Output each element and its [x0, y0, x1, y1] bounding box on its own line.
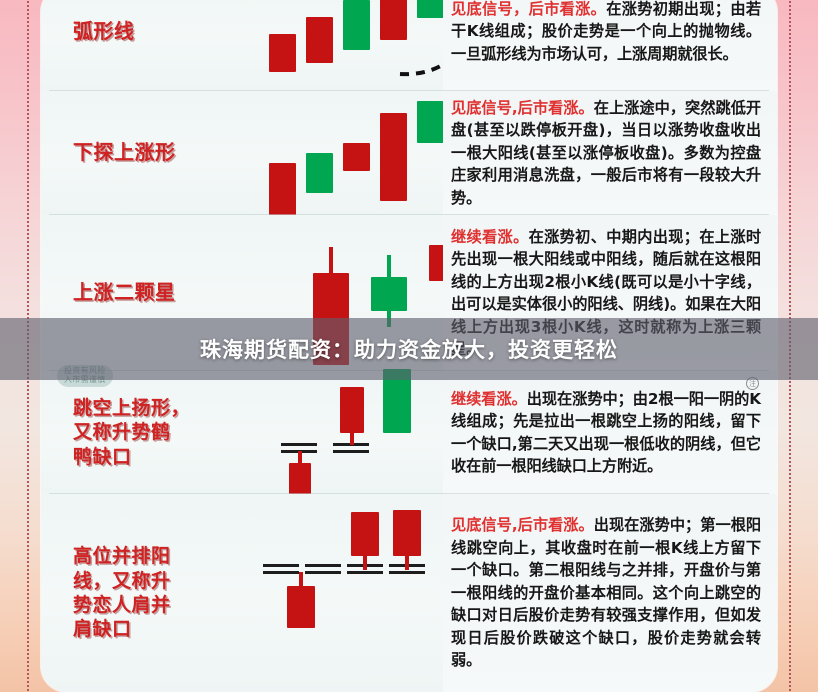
text-column-gap-up-rising: 注 继续看涨。出现在涨势中；由2根一阳一阴的K线组成；先是拉出一根跳空上扬的阳线…: [443, 371, 777, 494]
pattern-label-gap-up-rising: 跳空上扬形， 又称升势鹤 鸭缺口: [73, 397, 191, 468]
description-body: 在上涨途中，突然跳低开盘(甚至以跌停板开盘)，当日以涨势收盘收出一根大阳线(甚至…: [451, 98, 761, 207]
pattern-description-high-side-by-side: 见底信号,后市看涨。出现在涨势中；第一根阳线跳空向上，其收盘时在前一根K线上方留…: [451, 514, 761, 672]
candle-down-gap: [340, 387, 364, 445]
label-column: 下探上涨形: [41, 91, 261, 215]
pattern-row-high-side-by-side: 高位并排阳 线，又称升 势恋人肩并 肩缺口: [41, 494, 777, 692]
candlestick-chart-gap-up-rising: [261, 369, 443, 503]
candle-down: [306, 17, 333, 63]
description-highlight: 见底信号,后市看涨。: [451, 516, 594, 535]
candle-up: [417, 101, 444, 143]
chart-column-gap-up-rising: [261, 369, 443, 503]
pattern-description-arc-line: 见底信号，后市看涨。在涨势初期出现；由若干K线组成；股价走势是一个向上的抛物线。…: [451, 0, 761, 65]
text-column-dip-then-rise: 见底信号,后市看涨。在上涨途中，突然跳低开盘(甚至以跌停板开盘)，当日以涨势收盘…: [443, 91, 777, 215]
label-column: 高位并排阳 线，又称升 势恋人肩并 肩缺口: [41, 494, 261, 692]
candle-up: [417, 0, 444, 18]
pattern-row-gap-up-rising: 投资有风险 入市需谨慎 跳空上扬形， 又称升势鹤 鸭缺口: [41, 365, 777, 503]
candle-down-gap: [351, 512, 379, 570]
pattern-label-arc-line: 弧形线: [73, 18, 135, 43]
description-highlight: 见底信号，后市看涨。: [451, 0, 607, 18]
candle-up-star: [371, 255, 407, 335]
pattern-label-high-side-by-side: 高位并排阳 线，又称升 势恋人肩并 肩缺口: [73, 545, 171, 641]
label-column: 投资有风险 入市需谨慎 跳空上扬形， 又称升势鹤 鸭缺口: [41, 365, 261, 494]
description-body: 出现在涨势中；第一根阳线跳空向上，其收盘时在前一根K线上方留下一个缺口。第二根阳…: [451, 516, 761, 670]
chart-column-arc-line: [261, 0, 482, 91]
candle-down-gap: [393, 510, 421, 570]
candle-up: [306, 153, 333, 193]
doji-bar: [263, 564, 299, 574]
chart-column-high-side-by-side: [261, 494, 443, 692]
promo-overlay-banner: 珠海期货配资：助力资金放大，投资更轻松: [0, 318, 818, 380]
chart-column-dip-then-rise: [261, 91, 481, 225]
description-body: 在涨势初期出现；由若干K线组成；股价走势是一个向上的抛物线。一旦弧形线为市场认可…: [451, 0, 761, 63]
label-column: 上涨二颗星: [41, 215, 261, 371]
candlestick-chart-arc-line: [261, 0, 482, 91]
candle-down: [269, 34, 296, 72]
description-highlight: 继续看涨。: [451, 227, 529, 246]
pattern-label-rising-two-stars: 上涨二颗星: [73, 280, 176, 305]
pattern-description-dip-then-rise: 见底信号,后市看涨。在上涨途中，突然跳低开盘(甚至以跌停板开盘)，当日以涨势收盘…: [451, 97, 761, 210]
candlestick-chart-high-side-by-side: [261, 494, 443, 692]
candle-down: [380, 0, 407, 40]
pattern-label-dip-then-rise: 下探上涨形: [73, 140, 176, 165]
candle-up: [343, 0, 370, 50]
candle-down: [287, 572, 315, 628]
promo-banner-text: 珠海期货配资：助力资金放大，投资更轻松: [200, 338, 618, 362]
candle-down: [343, 143, 370, 171]
pattern-row-dip-then-rise: 下探上涨形 见底信号,后市看涨。在上涨途中，突然跳低开盘(甚至以跌停板开盘)，当…: [41, 91, 777, 225]
candle-down: [380, 113, 407, 201]
description-highlight: 继续看涨。: [451, 389, 527, 408]
description-highlight: 见底信号,后市看涨。: [451, 98, 594, 117]
pattern-description-gap-up-rising: 继续看涨。出现在涨势中；由2根一阳一阴的K线组成；先是拉出一根跳空上扬的阳线，留…: [451, 388, 761, 478]
label-column: 弧形线: [41, 0, 261, 91]
pattern-row-arc-line: 弧形线 见底信号，后市看涨。在涨势初期出现；由若干K线组成；股价走势是一个向上的…: [41, 0, 777, 91]
doji-bar: [305, 564, 341, 574]
description-body: 出现在涨势中；由2根一阳一阴的K线组成；先是拉出一根跳空上扬的阳线，留下一个缺口…: [451, 389, 761, 476]
candlestick-chart-dip-then-rise: [261, 91, 481, 225]
text-column-arc-line: 见底信号，后市看涨。在涨势初期出现；由若干K线组成；股价走势是一个向上的抛物线。…: [443, 0, 777, 91]
text-column-high-side-by-side: 见底信号,后市看涨。出现在涨势中；第一根阳线跳空向上，其收盘时在前一根K线上方留…: [443, 494, 777, 692]
